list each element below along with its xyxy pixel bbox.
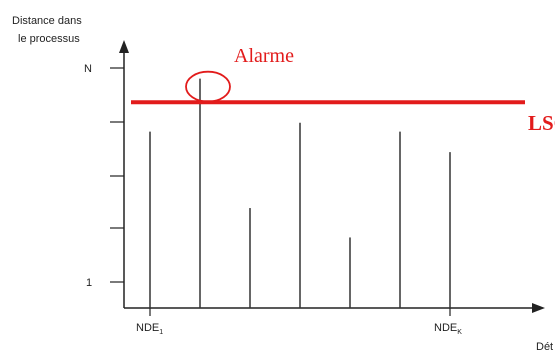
y-tick-label-1: 1: [86, 277, 92, 289]
x-axis-arrow: [532, 303, 545, 313]
x-tick-label-first: NDE1: [136, 322, 163, 336]
y-axis-arrow: [119, 40, 129, 53]
y-axis-label-line-1: Distance dans: [12, 15, 82, 27]
x-axis-label: Dét: [536, 341, 553, 353]
alarm-circle: [185, 70, 231, 103]
limit-label: LSC: [528, 111, 555, 135]
y-tick-label-n: N: [84, 63, 92, 75]
alarm-label: Alarme: [234, 45, 294, 67]
y-axis-label-line-2: le processus: [18, 33, 80, 45]
x-tick-label-last: NDEK: [434, 322, 462, 336]
